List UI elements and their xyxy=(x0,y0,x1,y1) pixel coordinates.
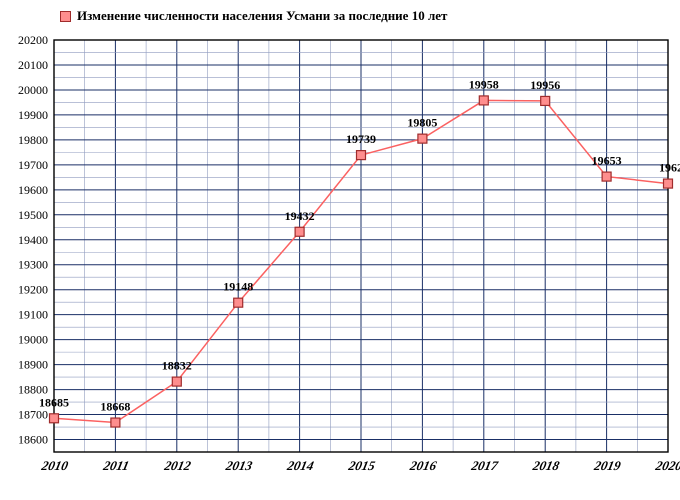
svg-text:19500: 19500 xyxy=(18,208,48,222)
data-marker xyxy=(418,134,427,143)
value-label: 19653 xyxy=(592,154,622,168)
data-marker xyxy=(541,96,550,105)
data-marker xyxy=(111,418,120,427)
svg-text:18700: 18700 xyxy=(18,408,48,422)
svg-text:20200: 20200 xyxy=(18,33,48,47)
svg-text:19800: 19800 xyxy=(18,133,48,147)
data-marker xyxy=(172,377,181,386)
value-label: 18685 xyxy=(39,395,69,409)
value-label: 19958 xyxy=(469,77,499,91)
svg-text:2010: 2010 xyxy=(39,458,70,473)
svg-text:19100: 19100 xyxy=(18,308,48,322)
chart-container: Изменение численности населения Усмани з… xyxy=(0,0,680,500)
data-marker xyxy=(664,179,673,188)
svg-text:19200: 19200 xyxy=(18,283,48,297)
value-label: 19805 xyxy=(407,116,437,130)
svg-text:19900: 19900 xyxy=(18,108,48,122)
line-chart: 1860018700188001890019000191001920019300… xyxy=(0,0,680,500)
svg-text:2013: 2013 xyxy=(224,458,255,473)
data-marker xyxy=(479,96,488,105)
legend: Изменение численности населения Усмани з… xyxy=(60,8,447,24)
svg-text:19400: 19400 xyxy=(18,233,48,247)
data-marker xyxy=(602,172,611,181)
svg-text:2019: 2019 xyxy=(592,458,623,473)
svg-text:18600: 18600 xyxy=(18,433,48,447)
svg-text:19300: 19300 xyxy=(18,258,48,272)
svg-text:20100: 20100 xyxy=(18,58,48,72)
svg-text:2011: 2011 xyxy=(101,458,130,473)
svg-text:2012: 2012 xyxy=(162,458,193,473)
value-label: 18668 xyxy=(100,400,130,414)
svg-text:19700: 19700 xyxy=(18,158,48,172)
value-label: 19956 xyxy=(530,78,560,92)
svg-text:19000: 19000 xyxy=(18,333,48,347)
value-label: 19625 xyxy=(659,161,680,175)
value-label: 19432 xyxy=(285,209,315,223)
data-marker xyxy=(234,298,243,307)
svg-text:2017: 2017 xyxy=(469,458,500,473)
svg-text:2015: 2015 xyxy=(346,458,377,473)
svg-text:19600: 19600 xyxy=(18,183,48,197)
data-marker xyxy=(295,227,304,236)
svg-text:2016: 2016 xyxy=(408,458,439,473)
value-label: 19739 xyxy=(346,132,376,146)
data-marker xyxy=(357,151,366,160)
value-label: 18832 xyxy=(162,359,192,373)
svg-text:2020: 2020 xyxy=(653,458,680,473)
legend-text: Изменение численности населения Усмани з… xyxy=(77,8,447,24)
data-marker xyxy=(50,414,59,423)
value-label: 19148 xyxy=(223,280,253,294)
legend-marker-icon xyxy=(60,11,71,22)
svg-text:2018: 2018 xyxy=(531,458,562,473)
svg-text:2014: 2014 xyxy=(285,458,316,473)
svg-text:18900: 18900 xyxy=(18,358,48,372)
svg-text:20000: 20000 xyxy=(18,83,48,97)
